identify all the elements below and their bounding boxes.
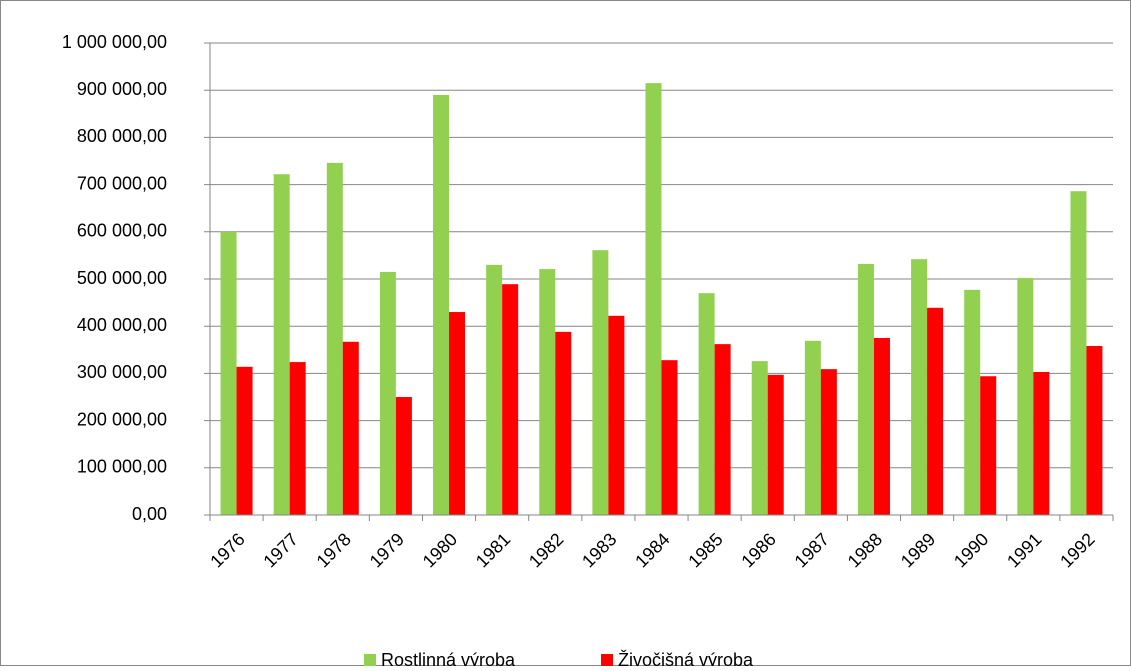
y-tick-label: 300 000,00 bbox=[77, 362, 167, 382]
bar bbox=[236, 366, 253, 515]
bar bbox=[486, 264, 503, 515]
y-tick-label: 600 000,00 bbox=[77, 221, 167, 241]
bar bbox=[804, 340, 821, 515]
legend-label: Živočišná výroba bbox=[618, 650, 754, 666]
y-tick-label: 500 000,00 bbox=[77, 268, 167, 288]
bar bbox=[980, 376, 997, 515]
bar bbox=[1033, 371, 1050, 515]
bar bbox=[1070, 191, 1087, 515]
bar bbox=[220, 231, 237, 516]
bar bbox=[857, 263, 874, 515]
bar bbox=[645, 83, 662, 516]
bar bbox=[555, 331, 572, 515]
bar bbox=[608, 315, 625, 515]
bar bbox=[273, 174, 290, 515]
y-tick-label: 200 000,00 bbox=[77, 409, 167, 429]
bar bbox=[820, 369, 837, 515]
bar bbox=[767, 374, 784, 515]
bar bbox=[714, 344, 731, 515]
bar bbox=[927, 307, 944, 515]
bar bbox=[379, 271, 396, 515]
bar bbox=[964, 289, 981, 515]
bar bbox=[1017, 278, 1034, 515]
y-tick-label: 1 000 000,00 bbox=[62, 32, 167, 52]
legend-swatch bbox=[601, 654, 613, 666]
bar bbox=[873, 338, 890, 515]
bar bbox=[911, 259, 928, 515]
legend-label: Rostlinná výroba bbox=[381, 650, 516, 666]
bar bbox=[539, 269, 556, 515]
bar bbox=[449, 312, 466, 515]
bar bbox=[326, 162, 343, 515]
bar bbox=[1086, 346, 1103, 515]
bar bbox=[342, 341, 359, 515]
bar bbox=[698, 293, 715, 515]
legend-swatch bbox=[364, 654, 376, 666]
y-tick-label: 100 000,00 bbox=[77, 457, 167, 477]
bar bbox=[751, 361, 768, 515]
bar bbox=[433, 94, 450, 516]
y-tick-label: 900 000,00 bbox=[77, 79, 167, 99]
bar bbox=[661, 360, 678, 515]
y-tick-label: 800 000,00 bbox=[77, 126, 167, 146]
bar bbox=[289, 362, 306, 515]
bar bbox=[395, 397, 412, 515]
y-tick-label: 400 000,00 bbox=[77, 315, 167, 335]
bar bbox=[502, 284, 519, 515]
y-tick-label: 700 000,00 bbox=[77, 173, 167, 193]
y-tick-label: 0,00 bbox=[132, 504, 167, 524]
bar bbox=[592, 250, 609, 515]
